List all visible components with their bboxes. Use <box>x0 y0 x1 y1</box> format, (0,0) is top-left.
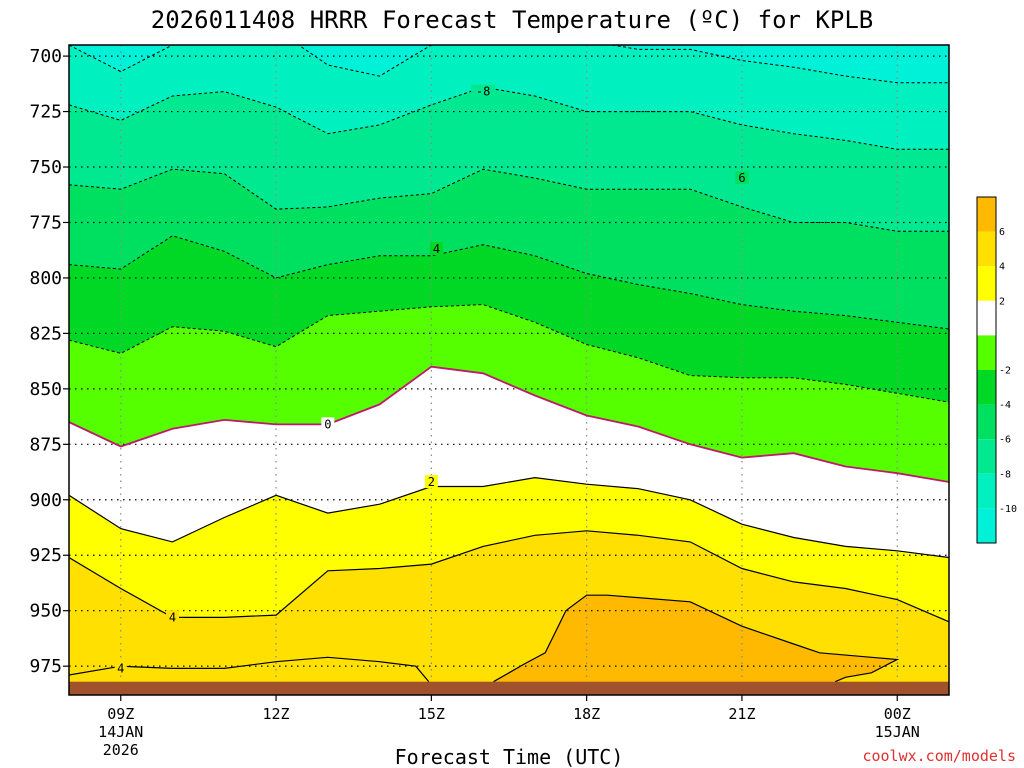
contour-labels: -8 6 4 0 2 4 4 <box>114 84 749 675</box>
colorbar-swatch <box>977 197 996 232</box>
contour-label-bg <box>735 171 749 185</box>
y-tick-label-950: 950 <box>29 601 62 622</box>
fill-band-0 <box>69 366 949 558</box>
colorbar-swatch <box>977 404 996 440</box>
contour-label-minus4: 4 <box>433 242 440 256</box>
colorbar-label: -8 <box>999 469 1011 480</box>
colorbar-label: -10 <box>999 504 1017 515</box>
isotherm-2 <box>69 476 949 559</box>
contour-label-minus6: 6 <box>738 171 745 185</box>
fill-band-2 <box>69 477 949 622</box>
fill-band-minus6 <box>69 169 949 329</box>
fill-band-6 <box>493 595 898 682</box>
colorbar-swatch <box>977 266 996 301</box>
colorbar-swatch <box>977 370 996 405</box>
contour-label-bg <box>430 242 444 256</box>
x-axis-title: Forecast Time (UTC) <box>395 745 624 768</box>
contour-label-minus8: -8 <box>476 85 490 99</box>
fill-band-minus4 <box>69 235 949 403</box>
grid-lines <box>69 45 949 695</box>
chart-title: 2026011408 HRRR Forecast Temperature (ºC… <box>151 6 873 34</box>
temperature-fills <box>69 45 949 695</box>
x-tick-date: 15JAN <box>875 723 920 741</box>
colorbar-swatch <box>977 473 996 509</box>
colorbar-swatch <box>977 439 996 474</box>
x-tick-label-00Z: 00Z <box>884 705 911 723</box>
y-tick-label-800: 800 <box>29 268 62 289</box>
fill-band-minus2 <box>69 304 949 482</box>
plot-frame <box>68 44 950 696</box>
contour-label-0: 0 <box>324 417 331 431</box>
contour-label-4: 4 <box>169 610 176 624</box>
y-tick-label-900: 900 <box>29 490 62 511</box>
ground-band <box>69 681 949 695</box>
isotherm-minus4 <box>69 235 949 330</box>
contour-label-bg <box>166 610 180 624</box>
y-axis: 700 725 750 775 800 825 850 875 900 925 950 975 <box>29 46 69 677</box>
isotherm-lines <box>69 45 949 683</box>
contour-label-bg <box>424 475 438 489</box>
contour-label-2: 2 <box>428 475 435 489</box>
colorbar-swatch <box>977 508 996 543</box>
colorbar-swatch <box>977 231 996 267</box>
y-tick-label-825: 825 <box>29 323 62 344</box>
colorbar-label: 6 <box>999 227 1005 238</box>
x-tick-date: 14JAN <box>98 723 143 741</box>
isotherm-4-surface <box>69 656 430 683</box>
isotherm-minus8 <box>69 86 949 150</box>
x-tick-label-15Z: 15Z <box>418 705 445 723</box>
isotherm-minus6 <box>69 168 949 232</box>
y-tick-label-725: 725 <box>29 102 62 123</box>
fill-band-minus8 <box>69 87 949 232</box>
isotherm-4 <box>69 530 949 623</box>
contour-label-4-surface: 4 <box>117 661 124 675</box>
colorbar-label: -4 <box>999 400 1011 411</box>
y-tick-label-750: 750 <box>29 157 62 178</box>
colorbar-label: -6 <box>999 435 1011 446</box>
colorbar-label: -2 <box>999 366 1011 377</box>
y-tick-label-850: 850 <box>29 379 62 400</box>
fill-band-minus10 <box>69 45 949 150</box>
y-tick-label-700: 700 <box>29 46 62 67</box>
credit-text: coolwx.com/models <box>862 747 1016 765</box>
isotherm-minus2 <box>69 304 949 403</box>
x-tick-label-12Z: 12Z <box>263 705 290 723</box>
colorbar-frame <box>976 196 997 544</box>
x-tick-label-21Z: 21Z <box>728 705 755 723</box>
x-tick-label-09Z: 09Z <box>107 705 134 723</box>
colorbar-swatch <box>977 335 996 370</box>
colorbar-label: 4 <box>999 262 1005 273</box>
plot-area <box>69 45 949 695</box>
colorbar-label: 2 <box>999 296 1005 307</box>
isotherm-0 <box>69 365 949 483</box>
y-tick-label-975: 975 <box>29 656 62 677</box>
colorbar-swatch <box>977 300 996 336</box>
y-tick-label-925: 925 <box>29 545 62 566</box>
y-tick-label-875: 875 <box>29 434 62 455</box>
isotherm-6 <box>493 594 900 683</box>
x-tick-label-18Z: 18Z <box>573 705 600 723</box>
contour-label-bg <box>114 661 127 675</box>
colorbar-legend: 6 4 2 -2 -4 -6 -8 -10 <box>976 196 1017 544</box>
y-tick-label-775: 775 <box>29 212 62 233</box>
contour-label-bg <box>471 84 496 98</box>
contour-label-bg <box>321 417 335 431</box>
x-tick-year: 2026 <box>103 741 139 759</box>
